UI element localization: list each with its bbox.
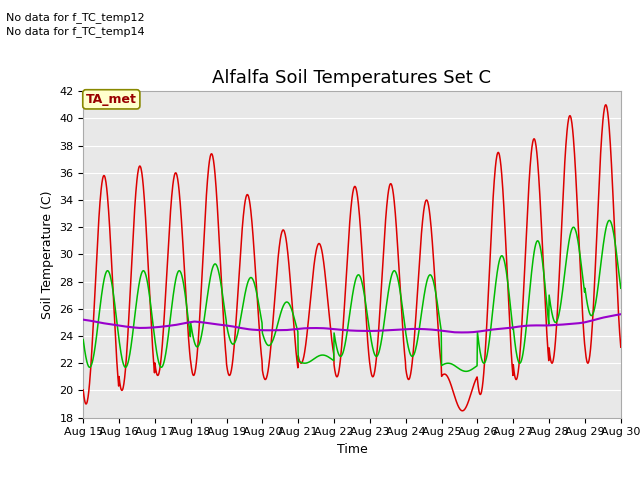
Title: Alfalfa Soil Temperatures Set C: Alfalfa Soil Temperatures Set C xyxy=(212,69,492,87)
Y-axis label: Soil Temperature (C): Soil Temperature (C) xyxy=(41,190,54,319)
Legend: -2cm, -8cm, -32cm: -2cm, -8cm, -32cm xyxy=(193,477,511,480)
Text: No data for f_TC_temp14: No data for f_TC_temp14 xyxy=(6,26,145,37)
Text: No data for f_TC_temp12: No data for f_TC_temp12 xyxy=(6,12,145,23)
Text: TA_met: TA_met xyxy=(86,93,137,106)
X-axis label: Time: Time xyxy=(337,443,367,456)
